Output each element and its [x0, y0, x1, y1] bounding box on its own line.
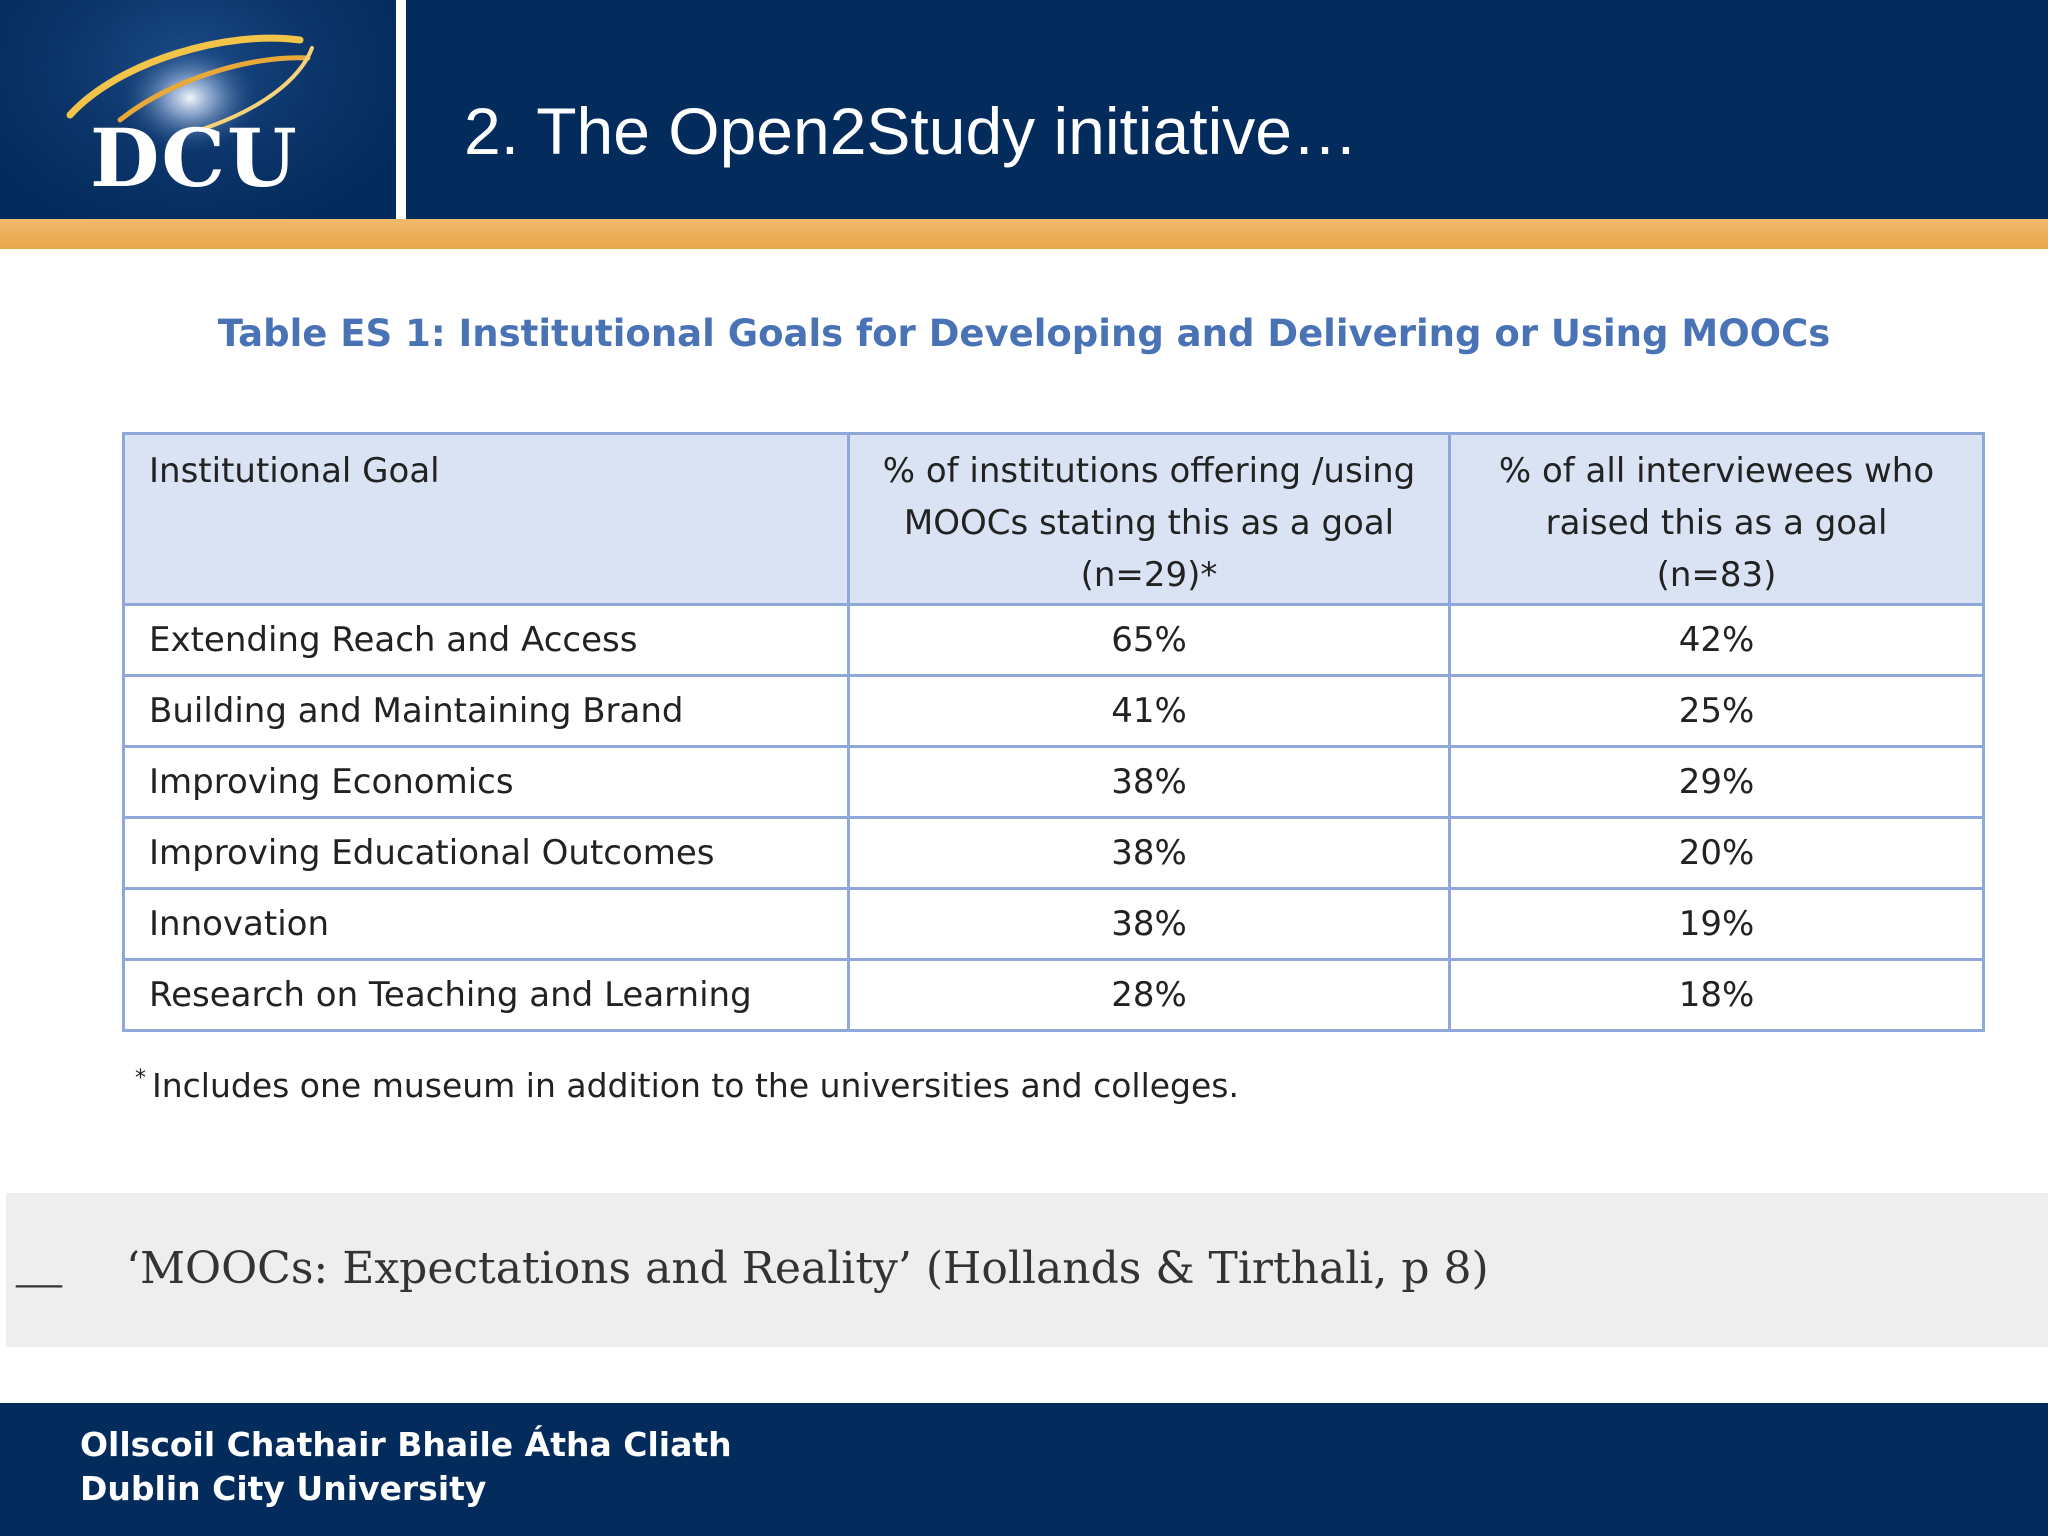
slide-title: 2. The Open2Study initiative… — [464, 94, 1358, 168]
cell-interviewees: 18% — [1448, 958, 1985, 1032]
table-row: Extending Reach and Access 65% 42% — [122, 603, 1985, 677]
table-header-row: Institutional Goal % of institutions off… — [122, 432, 1985, 606]
cell-interviewees: 25% — [1448, 674, 1985, 748]
cell-institutions: 28% — [847, 958, 1451, 1032]
cell-interviewees: 42% — [1448, 603, 1985, 677]
cell-institutions: 65% — [847, 603, 1451, 677]
footer-irish-name: Ollscoil Chathair Bhaile Átha Cliath — [80, 1425, 732, 1464]
dcu-logo: DCU — [0, 0, 396, 219]
header-interviewees-line1: % of all interviewees who — [1498, 451, 1935, 491]
table-row: Improving Economics 38% 29% — [122, 745, 1985, 819]
slide-footer: Ollscoil Chathair Bhaile Átha Cliath Dub… — [0, 1403, 2048, 1536]
header-interviewees: % of all interviewees who raised this as… — [1448, 432, 1985, 606]
cell-goal: Innovation — [122, 887, 850, 961]
cell-institutions: 41% — [847, 674, 1451, 748]
footnote-text: Includes one museum in addition to the u… — [152, 1066, 1239, 1105]
citation-bar: — ‘MOOCs: Expectations and Reality’ (Hol… — [6, 1193, 2048, 1347]
header-institutions-line3: (n=29)* — [1080, 555, 1218, 595]
header-institutions: % of institutions offering /using MOOCs … — [847, 432, 1451, 606]
table-row: Innovation 38% 19% — [122, 887, 1985, 961]
logo-text: DCU — [90, 111, 299, 205]
gold-divider-band — [0, 219, 2048, 249]
cell-institutions: 38% — [847, 887, 1451, 961]
table-footnote: * Includes one museum in addition to the … — [135, 1066, 1239, 1105]
footer-english-name: Dublin City University — [80, 1469, 487, 1508]
cell-institutions: 38% — [847, 745, 1451, 819]
table-row: Building and Maintaining Brand 41% 25% — [122, 674, 1985, 748]
cell-interviewees: 19% — [1448, 887, 1985, 961]
table-row: Improving Educational Outcomes 38% 20% — [122, 816, 1985, 890]
citation-dash: — — [16, 1256, 62, 1307]
table-row: Research on Teaching and Learning 28% 18… — [122, 958, 1985, 1032]
cell-goal: Building and Maintaining Brand — [122, 674, 850, 748]
header-institutions-line1: % of institutions offering /using — [882, 451, 1416, 491]
footnote-marker: * — [135, 1066, 146, 1091]
cell-goal: Extending Reach and Access — [122, 603, 850, 677]
header-interviewees-line3: (n=83) — [1656, 555, 1777, 595]
header-institutions-line2: MOOCs stating this as a goal — [903, 503, 1395, 543]
table-caption: Table ES 1: Institutional Goals for Deve… — [217, 312, 1831, 355]
header-goal: Institutional Goal — [122, 432, 850, 606]
slide-header: DCU 2. The Open2Study initiative… — [0, 0, 2048, 219]
header-divider — [396, 0, 406, 219]
cell-goal: Improving Educational Outcomes — [122, 816, 850, 890]
goals-table: Institutional Goal % of institutions off… — [122, 432, 1985, 1032]
citation-text: ‘MOOCs: Expectations and Reality’ (Holla… — [126, 1243, 1489, 1294]
cell-goal: Improving Economics — [122, 745, 850, 819]
cell-interviewees: 20% — [1448, 816, 1985, 890]
cell-interviewees: 29% — [1448, 745, 1985, 819]
logo-swoosh-icon — [66, 34, 314, 153]
cell-institutions: 38% — [847, 816, 1451, 890]
cell-goal: Research on Teaching and Learning — [122, 958, 850, 1032]
header-interviewees-line2: raised this as a goal — [1545, 503, 1888, 543]
